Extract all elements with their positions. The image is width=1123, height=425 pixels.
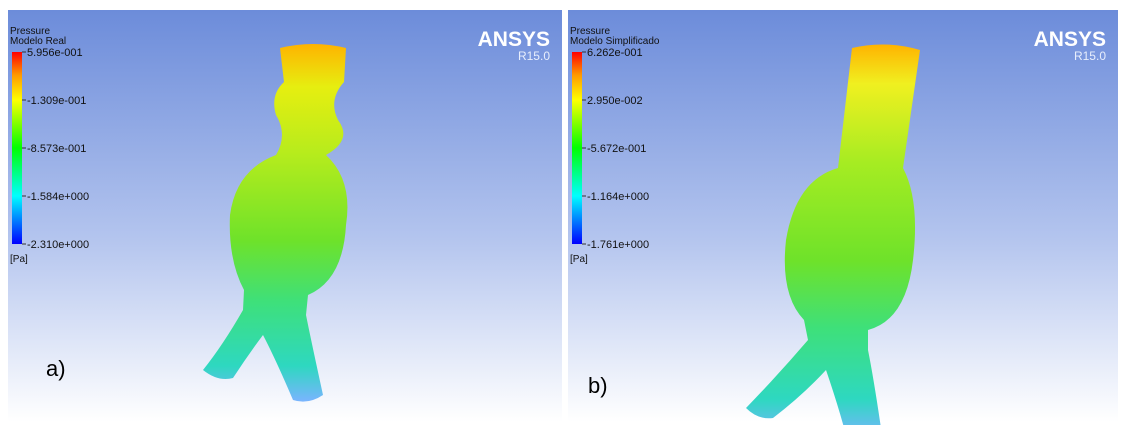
figure: PressureModelo Real5.956e-001-1.309e-001… [0, 0, 1123, 425]
caption: a) [46, 356, 66, 381]
colorbar-label: -5.672e-001 [587, 143, 646, 155]
colorbar [12, 52, 22, 244]
legend-subtitle: Modelo Real [10, 36, 66, 47]
colorbar-label: 2.950e-002 [587, 95, 643, 107]
unit: [Pa] [10, 254, 28, 265]
brand: ANSYS [478, 28, 550, 51]
colorbar [572, 52, 582, 244]
page: PressureModelo Real5.956e-001-1.309e-001… [0, 0, 1123, 425]
colorbar-label: -2.310e+000 [27, 239, 89, 251]
unit: [Pa] [570, 254, 588, 265]
colorbar-label: -8.573e-001 [27, 143, 86, 155]
version: R15.0 [518, 49, 550, 63]
colorbar-label: -1.164e+000 [587, 191, 649, 203]
colorbar-label: 6.262e-001 [587, 47, 643, 59]
caption: b) [588, 373, 608, 398]
legend-subtitle: Modelo Simplificado [570, 36, 660, 47]
colorbar-label: -1.309e-001 [27, 95, 86, 107]
brand: ANSYS [1034, 28, 1106, 51]
colorbar-label: -1.584e+000 [27, 191, 89, 203]
colorbar-label: -1.761e+000 [587, 239, 649, 251]
colorbar-label: 5.956e-001 [27, 47, 83, 59]
version: R15.0 [1074, 49, 1106, 63]
